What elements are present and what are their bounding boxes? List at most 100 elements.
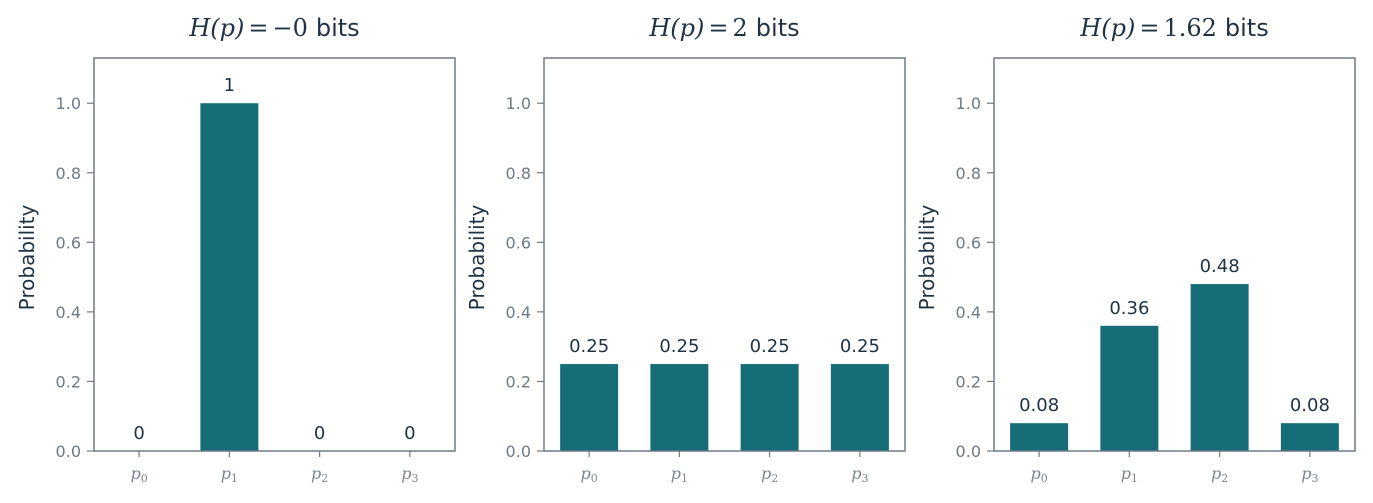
y-tick-label: 1.0 — [56, 94, 81, 113]
bar-p1 — [650, 364, 709, 451]
data-label: 0.08 — [1290, 395, 1330, 416]
x-tick-label: p3 — [401, 464, 418, 485]
title-unit: bits — [316, 14, 360, 42]
data-label: 0 — [404, 423, 415, 444]
x-tick-subscript: 2 — [321, 472, 328, 485]
x-tick-label: p0 — [581, 464, 598, 485]
data-label: 1 — [224, 75, 235, 96]
bar-p3 — [830, 364, 889, 451]
x-tick-symbol: p — [131, 464, 141, 483]
x-tick-subscript: 3 — [862, 472, 869, 485]
x-tick-symbol: p — [1301, 464, 1311, 483]
data-label: 0 — [314, 423, 325, 444]
y-tick-label: 0.6 — [506, 233, 531, 252]
title-entropy-symbol: H(p) — [648, 14, 704, 42]
y-tick-label: 0.6 — [56, 233, 81, 252]
chart-title: H(p) = 2 bits — [648, 14, 799, 42]
y-tick-label: 0.8 — [506, 164, 531, 183]
y-tick-label: 0.4 — [506, 303, 531, 322]
x-tick-label: p0 — [1031, 464, 1048, 485]
bar-p1 — [1100, 325, 1159, 451]
y-tick-label: 0.4 — [56, 303, 81, 322]
y-tick-label: 0.0 — [506, 442, 531, 461]
title-entropy-symbol: H(p) — [188, 14, 244, 42]
data-label: 0 — [133, 423, 144, 444]
x-tick-subscript: 0 — [591, 472, 598, 485]
x-tick-subscript: 0 — [1041, 472, 1048, 485]
y-axis-label: Probability — [465, 204, 489, 310]
x-tick-symbol: p — [1121, 464, 1131, 483]
chart-title: H(p) = −0 bits — [188, 14, 359, 42]
x-tick-label: p2 — [311, 464, 328, 485]
bar-p3 — [1280, 423, 1339, 451]
title-value: 2 — [733, 14, 748, 42]
x-tick-symbol: p — [761, 464, 771, 483]
x-tick-symbol: p — [401, 464, 411, 483]
data-label: 0.25 — [659, 336, 699, 357]
y-tick-label: 0.0 — [956, 442, 981, 461]
bar-p0 — [1010, 423, 1069, 451]
x-tick-symbol: p — [851, 464, 861, 483]
x-tick-subscript: 2 — [1221, 472, 1228, 485]
x-tick-symbol: p — [221, 464, 231, 483]
chart-title: H(p) = 1.62 bits — [1079, 14, 1268, 42]
y-tick-label: 0.8 — [56, 164, 81, 183]
bar-p0 — [560, 364, 619, 451]
x-tick-label: p1 — [221, 464, 238, 485]
y-tick-label: 0.8 — [956, 164, 981, 183]
title-entropy-symbol: H(p) — [1079, 14, 1135, 42]
title-equals: = — [708, 14, 728, 42]
x-tick-subscript: 3 — [1312, 472, 1319, 485]
x-tick-subscript: 1 — [231, 472, 238, 485]
title-equals: = — [248, 14, 268, 42]
bar-p2 — [740, 364, 799, 451]
x-tick-label: p1 — [671, 464, 688, 485]
y-tick-label: 0.4 — [956, 303, 981, 322]
x-tick-subscript: 3 — [412, 472, 419, 485]
data-label: 0.25 — [840, 336, 880, 357]
plot-frame — [993, 57, 1356, 452]
chart-panel-3: H(p) = 1.62 bits 0.0 0.2 0.4 0.6 0.8 1.0 Probabili… — [915, 14, 1356, 485]
y-tick-label: 0.2 — [506, 372, 531, 391]
bar-p2 — [1190, 284, 1249, 451]
title-value: −0 — [272, 14, 307, 42]
data-label: 0.48 — [1200, 256, 1240, 277]
x-tick-symbol: p — [671, 464, 681, 483]
title-equals: = — [1139, 14, 1159, 42]
data-label: 0.25 — [569, 336, 609, 357]
y-axis-label: Probability — [15, 204, 39, 310]
y-tick-label: 0.2 — [956, 372, 981, 391]
chart-panel-2: H(p) = 2 bits0.00.20.40.60.81.0Probability0… — [465, 14, 906, 485]
x-tick-subscript: 1 — [681, 472, 688, 485]
data-label: 0.36 — [1109, 298, 1149, 319]
title-value: 1.62 — [1163, 14, 1216, 42]
y-axis-label: Probability — [915, 204, 939, 310]
title-unit: bits — [1225, 14, 1269, 42]
y-tick-label: 1.0 — [506, 94, 531, 113]
data-label: 0.08 — [1019, 395, 1059, 416]
plot-frame — [543, 57, 906, 452]
x-tick-label: p1 — [1121, 464, 1138, 485]
x-tick-symbol: p — [1211, 464, 1221, 483]
x-tick-symbol: p — [311, 464, 321, 483]
chart-panel-1: H(p) = −0 bits 0.0 0.2 0.4 0.6 0.8 1.0 Probability… — [15, 14, 456, 485]
y-tick-label: 0.6 — [956, 233, 981, 252]
y-tick-label: 0.2 — [56, 372, 81, 391]
data-label: 0.25 — [750, 336, 790, 357]
x-tick-label: p2 — [761, 464, 778, 485]
x-tick-subscript: 1 — [1131, 472, 1138, 485]
x-tick-symbol: p — [581, 464, 591, 483]
y-tick-label: 1.0 — [956, 94, 981, 113]
title-unit: bits — [756, 14, 800, 42]
x-tick-subscript: 0 — [141, 472, 148, 485]
x-tick-label: p2 — [1211, 464, 1228, 485]
x-tick-label: p3 — [1301, 464, 1318, 485]
x-tick-subscript: 2 — [771, 472, 778, 485]
x-tick-label: p0 — [131, 464, 148, 485]
x-tick-label: p3 — [851, 464, 868, 485]
plot-frame — [93, 57, 456, 452]
x-tick-symbol: p — [1031, 464, 1041, 483]
bar-p1 — [200, 103, 259, 451]
y-tick-label: 0.0 — [56, 442, 81, 461]
